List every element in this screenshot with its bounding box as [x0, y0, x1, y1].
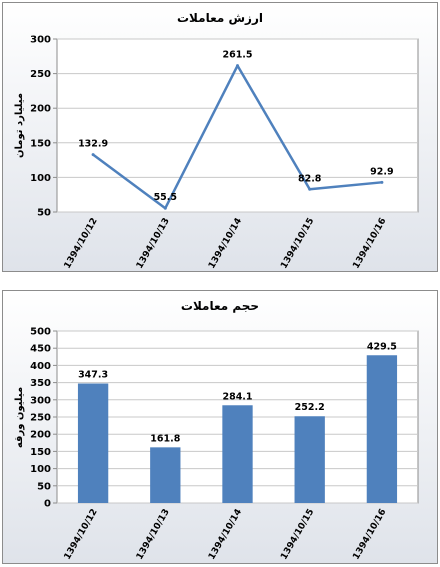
value-chart-data-point	[308, 187, 312, 191]
value-chart-data-label: 261.5	[222, 50, 252, 61]
value-chart-data-label: 55.5	[154, 192, 177, 203]
value-chart-plot-area	[56, 38, 419, 213]
value-chart-data-label: 132.9	[78, 139, 108, 150]
volume-chart-data-label: 161.8	[150, 433, 180, 444]
volume-chart-y-tick-label: 250	[30, 413, 51, 424]
volume-chart-y-tick-label: 300	[30, 395, 51, 406]
volume-chart-y-tick-label: 150	[30, 447, 51, 458]
volume-chart-y-tick-label: 450	[30, 344, 51, 355]
value-chart-x-tick-label: 1394/10/15	[279, 217, 316, 271]
value-chart-y-tick-label: 200	[30, 104, 51, 115]
volume-bar-chart: 0 50 100 150 200 250 300 350 400 450 500 1394/10/12…	[30, 327, 419, 562]
value-chart-data-label: 92.9	[370, 166, 393, 177]
value-chart-y-tick-label: 150	[30, 138, 51, 149]
volume-chart-y-tick-label: 400	[30, 361, 51, 372]
volume-chart-bar	[150, 447, 181, 503]
value-chart-y-tick-label: 250	[30, 69, 51, 80]
volume-chart-bar	[77, 383, 109, 503]
volume-chart-y-tick-label: 100	[30, 464, 51, 475]
value-chart-y-tick-label: 300	[30, 35, 51, 46]
volume-chart-panel: حجم معاملات میلیون ورقه 0 50 100 150 200 250 3…	[2, 290, 438, 564]
volume-chart-bar	[366, 355, 398, 503]
volume-chart-data-label: 347.3	[78, 370, 108, 381]
value-chart-data-point	[91, 153, 95, 157]
volume-chart-bar	[222, 405, 253, 503]
volume-chart-bar	[294, 416, 325, 503]
volume-chart-x-tick-label: 1394/10/12	[63, 508, 100, 562]
volume-chart-x-tick-label: 1394/10/15	[279, 508, 316, 562]
value-chart-x-tick-label: 1394/10/14	[207, 217, 244, 271]
value-chart-x-tick-label: 1394/10/13	[135, 217, 172, 271]
value-chart-x-tick-label: 1394/10/16	[352, 217, 389, 271]
value-chart-data-point	[236, 64, 239, 68]
value-chart-x-tick-label: 1394/10/12	[63, 217, 100, 271]
volume-chart-x-tick-label: 1394/10/13	[135, 508, 172, 562]
volume-chart-title: حجم معاملات	[180, 299, 260, 313]
value-chart-data-label: 82.8	[298, 173, 322, 184]
value-chart-title: ارزش معاملات	[177, 11, 263, 25]
value-chart-panel: ارزش معاملات میلیارد تومان 50 100 150 200 25…	[2, 2, 438, 272]
volume-chart-y-tick-label: 200	[30, 430, 51, 441]
value-line-chart: 50 100 150 200 250 300 1394/10/12 1394/10/13 139…	[30, 35, 419, 271]
volume-chart-y-tick-label: 350	[30, 378, 51, 389]
volume-chart-x-tick-label: 1394/10/14	[207, 508, 244, 562]
value-chart-y-tick-label: 50	[37, 208, 51, 219]
value-chart-data-point	[380, 180, 384, 184]
volume-chart-y-tick-label: 500	[30, 327, 51, 338]
volume-chart-y-tick-label: 0	[44, 499, 51, 510]
volume-chart-data-label: 429.5	[367, 341, 397, 352]
volume-chart-data-label: 252.2	[295, 402, 325, 413]
volume-chart-x-tick-label: 1394/10/16	[352, 508, 389, 562]
volume-chart-data-label: 284.1	[222, 391, 252, 402]
volume-chart-y-tick-label: 50	[37, 481, 51, 492]
value-chart-y-tick-label: 100	[30, 173, 51, 184]
value-chart-data-point	[163, 206, 167, 210]
